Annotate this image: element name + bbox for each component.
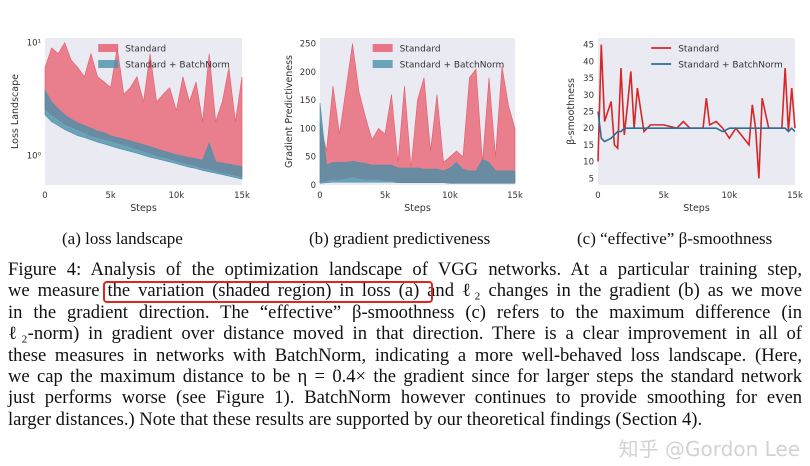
caption-line: in the gradient direction. The “effectiv… — [8, 301, 802, 323]
series-band-1 — [319, 102, 516, 184]
subcaption-a: (a) loss landscape — [62, 229, 183, 248]
y-tick-label: 40 — [583, 57, 594, 67]
y-axis-label: Loss Landscape — [10, 74, 21, 149]
x-tick-label: 15k — [507, 191, 523, 201]
y-tick-label: 15 — [583, 141, 594, 151]
caption-line: larger distances.) Note that these resul… — [8, 408, 703, 430]
legend-label: Standard — [400, 45, 441, 55]
caption-line: ℓ₂-norm) in gradient over distance moved… — [8, 323, 802, 345]
legend-label: Standard — [125, 45, 166, 55]
y-tick-label: 30 — [583, 91, 594, 101]
y-tick-label: 200 — [300, 68, 316, 78]
x-tick-label: 15k — [234, 191, 250, 201]
caption-line: we cap the maximum distance to be η = 0.… — [8, 366, 802, 388]
legend-swatch — [98, 44, 119, 52]
x-tick-label: 10k — [721, 191, 737, 201]
x-tick-label: 10k — [442, 191, 458, 201]
legend-label: Standard + BatchNorm — [125, 61, 230, 71]
y-tick-label: 0 — [311, 181, 316, 191]
legend-label: Standard + BatchNorm — [400, 61, 505, 71]
series-band-1 — [44, 89, 243, 180]
subcaption-b: (b) gradient predictiveness — [309, 229, 491, 248]
watermark: 知乎 @Gordon Lee — [618, 437, 800, 461]
legend-swatch — [372, 60, 393, 68]
chart-gradient-predictiveness: 0 5k 10k 15k 0 50 100 150 200 250 Steps Gradient Pr… — [284, 38, 523, 214]
legend-label: Standard + BatchNorm — [678, 61, 783, 71]
y-tick-label: 25 — [583, 108, 594, 118]
chart-loss-landscape: 0 5k 10k 15k 10¹ 10⁰ Steps Loss Landscape Standa… — [10, 38, 250, 214]
highlight-box — [103, 281, 433, 303]
y-tick-label: 20 — [583, 124, 594, 134]
caption-line: just performs worse (see Figure 1). Batc… — [8, 387, 802, 409]
y-tick-label: 10 — [583, 158, 594, 168]
caption-line: these measures in networks with BatchNor… — [8, 344, 802, 366]
y-tick-label: 10¹ — [27, 39, 41, 49]
x-tick-label: 5k — [105, 191, 115, 201]
x-tick-label: 10k — [168, 191, 184, 201]
x-axis-label: Steps — [404, 203, 431, 214]
chart-beta-smoothness: 0 5k 10k 15k 5 10 15 20 25 30 35 40 45 Steps β-smoothn… — [566, 38, 803, 214]
figure-caption: Figure 4: Analysis of the optimization l… — [8, 259, 802, 430]
y-tick-label: 150 — [300, 96, 316, 106]
caption-line: we measure the variation (shaded region)… — [8, 280, 802, 302]
series-line-1 — [597, 111, 796, 143]
x-tick-label: 0 — [42, 191, 47, 201]
y-axis-label: Gradient Predictiveness — [284, 55, 295, 168]
y-tick-label: 5 — [589, 174, 594, 184]
subcaption-c: (c) “effective” β-smoothness — [577, 229, 773, 248]
y-tick-label: 50 — [305, 153, 316, 163]
x-tick-label: 5k — [380, 191, 390, 201]
y-axis-label: β-smoothness — [566, 78, 577, 145]
legend-swatch — [372, 44, 393, 52]
x-tick-label: 5k — [658, 191, 668, 201]
y-tick-label: 35 — [583, 74, 594, 84]
x-tick-label: 0 — [317, 191, 322, 201]
y-tick-label: 10⁰ — [27, 152, 42, 162]
x-axis-label: Steps — [683, 203, 710, 214]
legend-label: Standard — [678, 45, 719, 55]
x-tick-label: 15k — [787, 191, 803, 201]
legend-swatch — [98, 60, 119, 68]
caption-line: Figure 4: Analysis of the optimization l… — [8, 259, 802, 280]
y-tick-label: 250 — [300, 40, 316, 50]
x-axis-label: Steps — [130, 203, 157, 214]
y-tick-label: 45 — [583, 41, 594, 51]
x-tick-label: 0 — [595, 191, 600, 201]
y-tick-label: 100 — [300, 124, 316, 134]
